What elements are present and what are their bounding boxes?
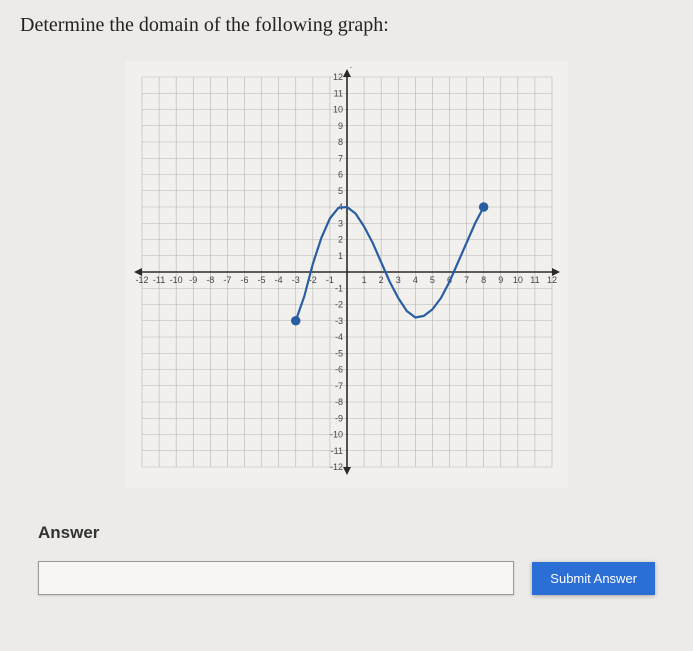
svg-text:-11: -11: [152, 275, 164, 285]
graph-container: -12-11-10-9-8-7-6-5-4-3-2-11234567891011…: [20, 61, 673, 488]
svg-text:-8: -8: [206, 275, 214, 285]
graph-box: -12-11-10-9-8-7-6-5-4-3-2-11234567891011…: [126, 61, 568, 488]
answer-input[interactable]: [38, 561, 514, 595]
svg-text:12: 12: [332, 72, 342, 82]
svg-text:-10: -10: [329, 430, 342, 440]
svg-text:y: y: [350, 67, 356, 68]
svg-text:1: 1: [337, 251, 342, 261]
svg-text:3: 3: [337, 218, 342, 228]
answer-label: Answer: [38, 523, 673, 543]
svg-text:-11: -11: [330, 446, 342, 456]
svg-text:-6: -6: [240, 275, 248, 285]
svg-text:-5: -5: [334, 348, 342, 358]
svg-text:11: 11: [333, 88, 342, 98]
svg-text:-9: -9: [189, 275, 197, 285]
svg-text:-3: -3: [334, 316, 342, 326]
page: Determine the domain of the following gr…: [0, 0, 693, 651]
svg-text:10: 10: [332, 105, 342, 115]
svg-text:5: 5: [337, 186, 342, 196]
svg-text:-9: -9: [334, 413, 342, 423]
svg-text:9: 9: [498, 275, 503, 285]
svg-text:-4: -4: [274, 275, 282, 285]
svg-text:-12: -12: [135, 275, 148, 285]
svg-text:7: 7: [464, 275, 469, 285]
svg-text:10: 10: [512, 275, 522, 285]
svg-text:-8: -8: [334, 397, 342, 407]
svg-text:-5: -5: [257, 275, 265, 285]
svg-text:3: 3: [395, 275, 400, 285]
svg-text:4: 4: [412, 275, 417, 285]
question-text: Determine the domain of the following gr…: [20, 14, 673, 37]
svg-text:6: 6: [337, 170, 342, 180]
svg-text:-6: -6: [334, 365, 342, 375]
svg-text:-1: -1: [325, 275, 333, 285]
svg-text:5: 5: [429, 275, 434, 285]
svg-text:-10: -10: [169, 275, 182, 285]
svg-text:2: 2: [337, 235, 342, 245]
svg-text:2: 2: [378, 275, 383, 285]
svg-text:-4: -4: [334, 332, 342, 342]
svg-text:-12: -12: [329, 462, 342, 472]
svg-text:7: 7: [337, 153, 342, 163]
svg-text:-7: -7: [334, 381, 342, 391]
answer-section: Answer Submit Answer: [20, 523, 673, 595]
svg-text:-1: -1: [334, 283, 342, 293]
svg-text:-2: -2: [334, 300, 342, 310]
graph-svg: -12-11-10-9-8-7-6-5-4-3-2-11234567891011…: [132, 67, 562, 477]
svg-text:-3: -3: [291, 275, 299, 285]
svg-text:9: 9: [337, 121, 342, 131]
svg-text:12: 12: [546, 275, 556, 285]
svg-text:-7: -7: [223, 275, 231, 285]
input-row: Submit Answer: [20, 561, 673, 595]
svg-text:1: 1: [361, 275, 366, 285]
svg-text:11: 11: [530, 275, 539, 285]
svg-text:8: 8: [481, 275, 486, 285]
submit-button[interactable]: Submit Answer: [532, 562, 655, 595]
svg-text:8: 8: [337, 137, 342, 147]
